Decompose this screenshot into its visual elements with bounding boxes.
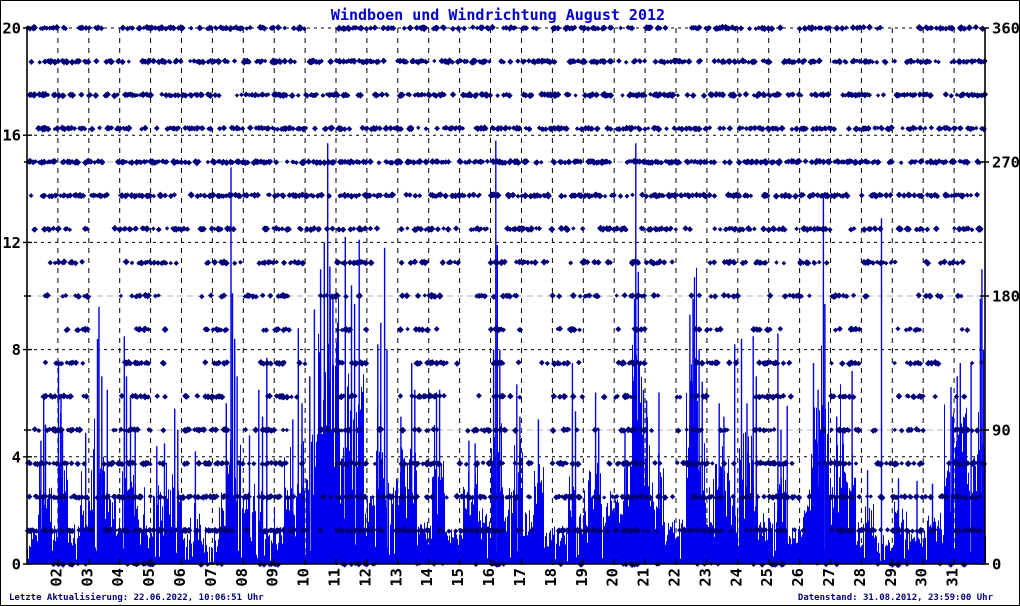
svg-text:19: 19 xyxy=(573,568,591,587)
svg-text:20: 20 xyxy=(2,20,21,38)
svg-text:27: 27 xyxy=(820,568,838,587)
gust-peak-spikes xyxy=(40,140,985,564)
svg-text:31: 31 xyxy=(944,568,962,587)
direction-band-292.5 xyxy=(35,124,987,133)
svg-text:360: 360 xyxy=(992,20,1019,38)
axis-tick-labels: 0 4 8 12 16 20 0 90 180 270 360 xyxy=(2,20,1019,574)
svg-text:8: 8 xyxy=(12,341,21,359)
svg-text:0: 0 xyxy=(12,556,21,574)
axis-frame xyxy=(23,27,989,565)
direction-band-270 xyxy=(26,157,982,167)
svg-text:18: 18 xyxy=(542,568,560,587)
svg-text:90: 90 xyxy=(992,422,1011,440)
svg-text:15: 15 xyxy=(449,568,467,587)
direction-band-360 xyxy=(25,23,986,33)
direction-band-22.5 xyxy=(24,526,984,535)
svg-text:23: 23 xyxy=(696,568,714,587)
svg-text:05: 05 xyxy=(140,568,158,587)
svg-text:30: 30 xyxy=(913,568,931,587)
direction-band-225 xyxy=(31,224,984,234)
direction-band-180 xyxy=(42,291,964,301)
svg-text:17: 17 xyxy=(511,568,529,587)
svg-text:0: 0 xyxy=(992,556,1001,574)
svg-text:06: 06 xyxy=(171,568,189,587)
direction-band-202.5 xyxy=(47,258,966,267)
chart-title: Windboen und Windrichtung August 2012 xyxy=(330,6,666,24)
direction-band-90 xyxy=(31,425,981,434)
svg-text:24: 24 xyxy=(727,568,745,587)
svg-text:22: 22 xyxy=(666,568,684,587)
svg-text:28: 28 xyxy=(851,568,869,587)
svg-text:29: 29 xyxy=(882,568,900,587)
svg-text:20: 20 xyxy=(604,568,622,587)
svg-text:10: 10 xyxy=(295,568,313,587)
wind-direction-dots xyxy=(24,23,988,569)
direction-band-45 xyxy=(26,492,983,502)
svg-text:25: 25 xyxy=(758,568,776,587)
footer-last-update: Letzte Aktualisierung: 22.06.2022, 10:06… xyxy=(9,593,264,603)
svg-text:4: 4 xyxy=(12,448,21,466)
svg-text:13: 13 xyxy=(387,568,405,587)
svg-text:16: 16 xyxy=(2,127,21,145)
direction-band-247.5 xyxy=(28,191,981,200)
svg-text:07: 07 xyxy=(202,568,220,587)
direction-band-337.5 xyxy=(28,57,988,66)
svg-text:180: 180 xyxy=(992,288,1019,306)
svg-text:09: 09 xyxy=(264,568,282,587)
direction-band-135 xyxy=(42,358,984,368)
svg-text:14: 14 xyxy=(418,568,436,587)
gust-bars-series xyxy=(27,267,986,564)
direction-band-112.5 xyxy=(40,392,968,401)
svg-text:21: 21 xyxy=(635,568,653,587)
direction-band-157.5 xyxy=(63,325,971,334)
svg-text:12: 12 xyxy=(2,234,21,252)
svg-text:12: 12 xyxy=(356,568,374,587)
svg-text:26: 26 xyxy=(789,568,807,587)
svg-text:04: 04 xyxy=(109,568,127,587)
direction-band-315 xyxy=(26,90,988,100)
svg-text:16: 16 xyxy=(480,568,498,587)
svg-text:03: 03 xyxy=(78,568,96,587)
svg-text:08: 08 xyxy=(233,568,251,587)
day-tick-labels: 02 03 04 05 06 07 08 09 10 11 12 13 14 15 16 17 18 19 20 21… xyxy=(47,568,961,587)
svg-text:270: 270 xyxy=(992,154,1019,172)
footer-data-timestamp: Datenstand: 31.08.2012, 23:59:00 Uhr xyxy=(797,593,993,603)
svg-text:02: 02 xyxy=(47,568,65,587)
svg-text:11: 11 xyxy=(326,568,344,587)
direction-band-67.5 xyxy=(25,459,988,468)
